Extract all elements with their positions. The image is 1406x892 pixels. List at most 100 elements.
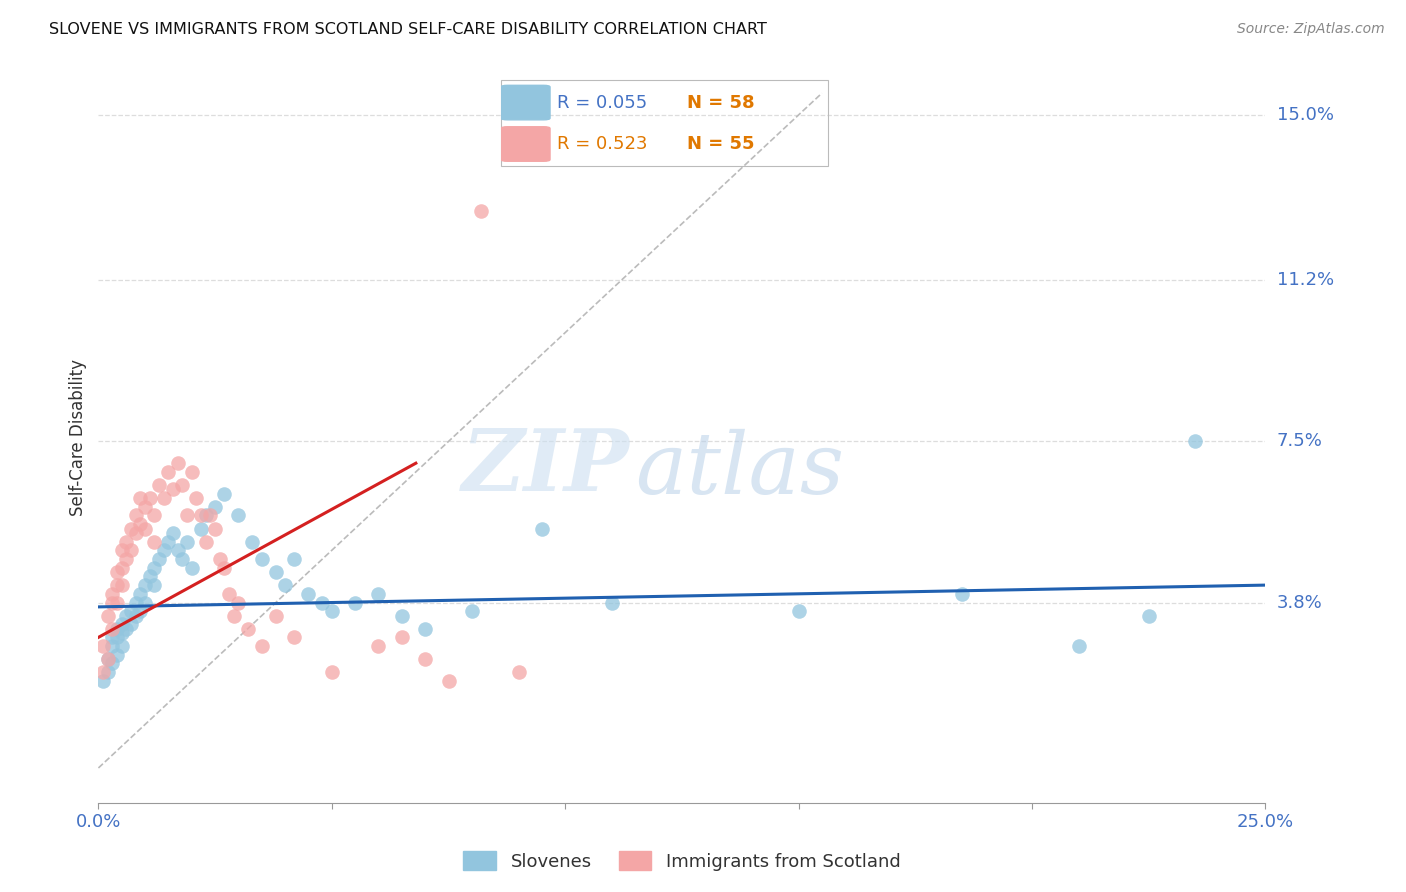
Point xyxy=(143,508,166,523)
Point xyxy=(172,552,194,566)
Point xyxy=(186,491,208,505)
Point xyxy=(111,639,134,653)
Point xyxy=(470,203,492,218)
Point xyxy=(139,491,162,505)
Point xyxy=(157,465,180,479)
Point xyxy=(143,578,166,592)
Point xyxy=(101,657,124,671)
Text: 15.0%: 15.0% xyxy=(1277,106,1333,124)
Point xyxy=(1184,434,1206,449)
Point xyxy=(134,500,156,514)
Point xyxy=(111,617,134,632)
Point xyxy=(194,534,217,549)
Point xyxy=(176,534,198,549)
Point xyxy=(105,648,128,662)
Point xyxy=(105,631,128,645)
Point xyxy=(152,543,174,558)
Point xyxy=(120,617,142,632)
Point xyxy=(204,521,226,535)
Point xyxy=(129,491,152,505)
Point xyxy=(283,631,305,645)
Point xyxy=(297,587,319,601)
Point xyxy=(91,673,114,688)
Point xyxy=(129,517,152,532)
Point xyxy=(190,521,212,535)
Point xyxy=(129,587,152,601)
Point xyxy=(228,595,250,609)
Point xyxy=(172,478,194,492)
Point xyxy=(105,622,128,636)
Point xyxy=(91,639,114,653)
Point xyxy=(413,652,436,666)
Point xyxy=(283,552,305,566)
Point xyxy=(111,578,134,592)
Text: SLOVENE VS IMMIGRANTS FROM SCOTLAND SELF-CARE DISABILITY CORRELATION CHART: SLOVENE VS IMMIGRANTS FROM SCOTLAND SELF… xyxy=(49,22,768,37)
Point xyxy=(162,525,184,540)
Point xyxy=(264,608,287,623)
Text: ZIP: ZIP xyxy=(461,425,630,508)
Point xyxy=(120,521,142,535)
Point xyxy=(101,639,124,653)
Point xyxy=(115,552,138,566)
Point xyxy=(391,608,413,623)
Point xyxy=(111,626,134,640)
Point xyxy=(367,639,389,653)
Point xyxy=(950,587,973,601)
Point xyxy=(105,595,128,609)
Point xyxy=(250,552,273,566)
Point xyxy=(134,578,156,592)
Point xyxy=(157,534,180,549)
Text: Source: ZipAtlas.com: Source: ZipAtlas.com xyxy=(1237,22,1385,37)
Point xyxy=(461,604,484,618)
Point xyxy=(274,578,297,592)
Point xyxy=(152,491,174,505)
Point xyxy=(228,508,250,523)
Point xyxy=(321,665,343,680)
Point xyxy=(437,673,460,688)
Point xyxy=(508,665,530,680)
Point xyxy=(105,578,128,592)
Point xyxy=(97,608,120,623)
Point xyxy=(1137,608,1160,623)
Point xyxy=(129,604,152,618)
Y-axis label: Self-Care Disability: Self-Care Disability xyxy=(69,359,87,516)
Point xyxy=(222,608,245,623)
Point xyxy=(134,595,156,609)
Point xyxy=(105,565,128,579)
Point xyxy=(200,508,222,523)
Point xyxy=(176,508,198,523)
Point xyxy=(125,525,148,540)
Point xyxy=(148,478,170,492)
Point xyxy=(242,534,264,549)
Point xyxy=(264,565,287,579)
Point xyxy=(111,543,134,558)
Point xyxy=(143,534,166,549)
Point xyxy=(214,486,236,500)
Point xyxy=(97,665,120,680)
Point xyxy=(101,595,124,609)
Point xyxy=(91,665,114,680)
Point xyxy=(1067,639,1090,653)
Point xyxy=(115,534,138,549)
Text: atlas: atlas xyxy=(636,429,845,511)
Point xyxy=(787,604,810,618)
Point xyxy=(194,508,217,523)
Point xyxy=(162,483,184,497)
Point xyxy=(97,652,120,666)
Point xyxy=(125,608,148,623)
Point xyxy=(321,604,343,618)
Point xyxy=(115,622,138,636)
Point xyxy=(101,631,124,645)
Point xyxy=(311,595,333,609)
Point xyxy=(218,587,240,601)
Point xyxy=(413,622,436,636)
Point xyxy=(250,639,273,653)
Point xyxy=(97,652,120,666)
Point xyxy=(600,595,623,609)
Point xyxy=(115,608,138,623)
Point xyxy=(120,543,142,558)
Point xyxy=(101,587,124,601)
Point xyxy=(120,604,142,618)
Point xyxy=(236,622,259,636)
Point xyxy=(111,560,134,574)
